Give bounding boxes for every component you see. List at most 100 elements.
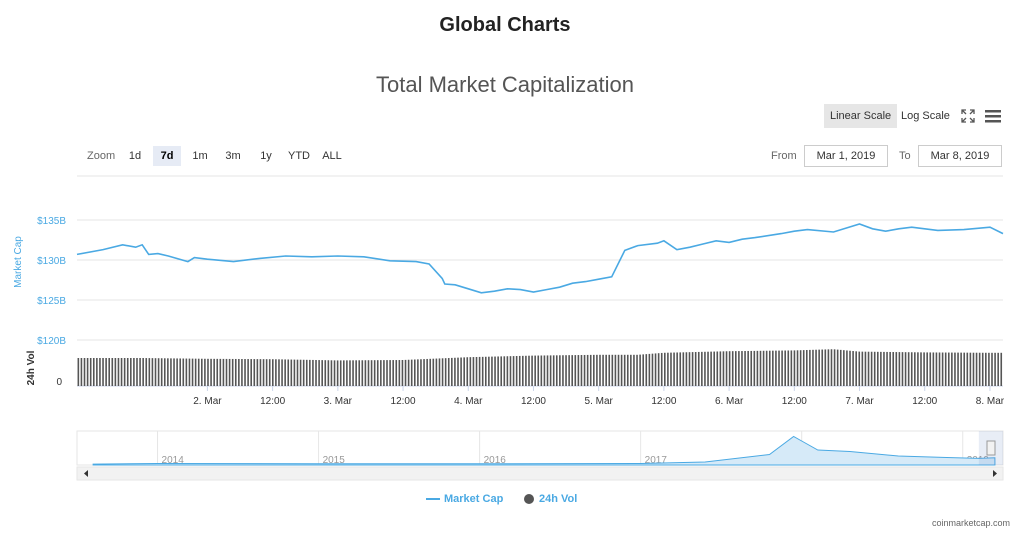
volume-bar: [836, 349, 839, 386]
linear-scale-button[interactable]: Linear Scale: [824, 104, 898, 128]
volume-bar: [435, 358, 438, 386]
volume-bar: [398, 360, 401, 386]
volume-bar: [352, 360, 354, 386]
legend-market-cap-swatch: [426, 498, 440, 501]
volume-bar: [741, 351, 743, 386]
volume-bar: [611, 354, 614, 386]
volume-bar: [179, 358, 182, 386]
volume-bar: [596, 354, 598, 386]
volume-bar: [617, 354, 620, 386]
volume-bar: [77, 358, 80, 386]
zoom-all-button[interactable]: ALL: [322, 150, 342, 162]
log-scale-button[interactable]: Log Scale: [901, 110, 950, 122]
volume-bar: [309, 359, 311, 386]
volume-bar: [188, 358, 191, 386]
volume-bar: [648, 353, 651, 386]
volume-bar: [910, 352, 913, 386]
volume-bar: [571, 355, 574, 386]
volume-bar: [247, 359, 249, 386]
volume-bar: [268, 359, 271, 386]
volume-bar: [500, 356, 503, 386]
volume-bar: [608, 354, 611, 386]
volume-bar: [321, 360, 323, 386]
volume-bar: [963, 352, 966, 386]
volume-bar: [883, 351, 885, 386]
volume-bar: [197, 358, 200, 386]
legend-vol-label: 24h Vol: [539, 493, 578, 505]
legend-market-cap[interactable]: Market Cap: [426, 493, 503, 505]
legend-24h-vol[interactable]: 24h Vol: [524, 493, 577, 505]
volume-bar: [664, 352, 666, 386]
volume-bar: [231, 358, 234, 386]
volume-bar: [89, 358, 92, 386]
volume-bar: [333, 360, 336, 386]
volume-bar: [389, 360, 391, 386]
volume-bar: [639, 354, 641, 386]
volume-bar: [472, 357, 475, 386]
volume-bar: [670, 352, 672, 386]
fullscreen-icon[interactable]: [960, 108, 976, 124]
volume-bar: [543, 355, 546, 386]
volume-bar: [864, 351, 867, 386]
volume-bar: [929, 352, 932, 386]
volume-bar: [731, 351, 734, 386]
volume-bar: [515, 356, 518, 386]
volume-bar: [1000, 352, 1003, 386]
volume-bar: [898, 352, 901, 386]
volume-bar: [447, 358, 450, 386]
volume-bar: [423, 359, 425, 386]
legend-market-cap-label: Market Cap: [444, 493, 504, 505]
volume-bar: [830, 349, 833, 386]
x-tick-label: 12:00: [521, 396, 546, 407]
volume-bar: [704, 351, 706, 386]
volume-bar: [278, 359, 280, 386]
y-tick-label: $130B: [37, 256, 66, 267]
volume-bar: [503, 356, 506, 386]
volume-bar: [163, 358, 166, 386]
volume-bar: [460, 357, 462, 386]
volume-bar: [151, 358, 154, 386]
zoom-1y-button[interactable]: 1y: [260, 150, 272, 162]
volume-bar: [660, 352, 663, 386]
menu-icon[interactable]: [984, 108, 1002, 124]
volume-bar: [991, 352, 993, 386]
navigator-handle: [986, 440, 996, 456]
volume-bar: [222, 358, 225, 386]
volume-bar: [954, 352, 956, 386]
volume-bar: [790, 350, 793, 386]
x-tick-label: 3. Mar: [324, 396, 353, 407]
volume-bar: [626, 354, 629, 386]
volume-bar: [86, 358, 89, 386]
volume-bar: [370, 360, 373, 386]
volume-bar: [349, 360, 351, 386]
volume-bar: [852, 351, 854, 386]
zoom-3m-button[interactable]: 3m: [225, 150, 241, 162]
volume-bar: [645, 354, 648, 386]
from-date-input[interactable]: Mar 1, 2019: [804, 145, 888, 167]
volume-bar: [305, 359, 308, 386]
volume-bar: [901, 352, 904, 386]
zoom-1m-button[interactable]: 1m: [192, 150, 208, 162]
volume-bar: [120, 358, 123, 386]
volume-bar: [287, 359, 290, 386]
volume-bar: [818, 349, 820, 386]
volume-bar: [441, 358, 444, 386]
volume-bar: [265, 359, 268, 386]
volume-bar: [213, 358, 215, 386]
zoom-7d-button[interactable]: 7d: [153, 146, 181, 166]
zoom-1d-button[interactable]: 1d: [128, 150, 142, 162]
volume-bar: [938, 352, 941, 386]
volume-bar: [518, 355, 521, 386]
volume-bar: [833, 349, 836, 386]
volume-bar: [787, 350, 790, 386]
volume-bar: [336, 360, 339, 386]
volume-bar: [975, 352, 978, 386]
volume-bar: [404, 359, 407, 386]
credit-link[interactable]: coinmarketcap.com: [931, 518, 1010, 528]
legend-vol-swatch: [524, 494, 534, 505]
volume-bar: [80, 358, 83, 386]
to-date-input[interactable]: Mar 8, 2019: [918, 145, 1002, 167]
zoom-ytd-button[interactable]: YTD: [288, 150, 310, 162]
market-cap-chart[interactable]: $135B $130B $125B $120B Market Cap 24h Vol 0 2.…: [0, 170, 1024, 490]
volume-bar: [642, 354, 645, 386]
